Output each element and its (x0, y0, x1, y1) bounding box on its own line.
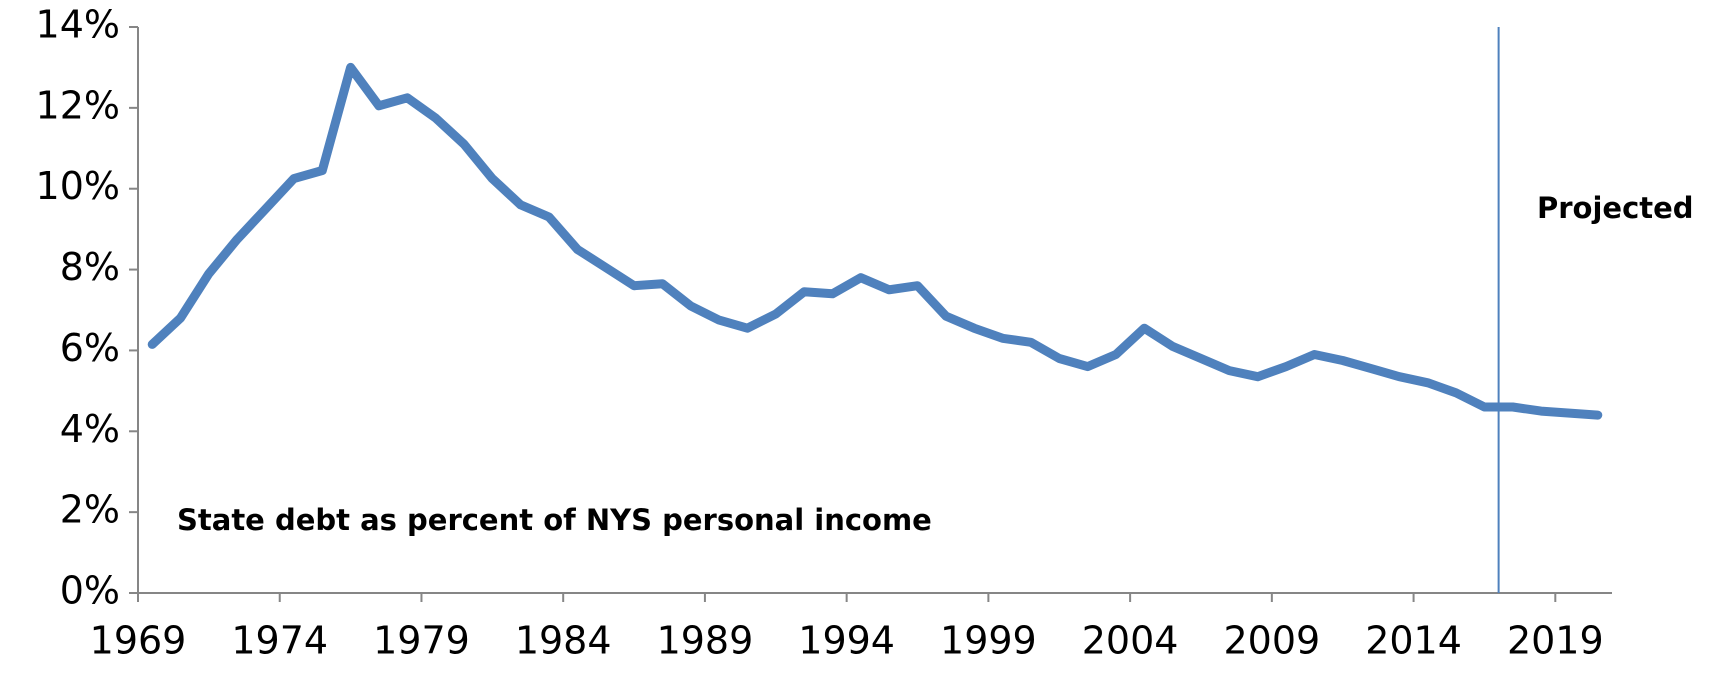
x-tick-label: 1999 (940, 619, 1037, 663)
x-tick-label: 1969 (90, 619, 187, 663)
annotation: State debt as percent of NYS personal in… (177, 503, 932, 537)
y-tick-label: 12% (36, 83, 120, 127)
x-tick-label: 2014 (1365, 619, 1462, 663)
x-tick-label: 1994 (798, 619, 895, 663)
annotation: Projected (1537, 191, 1694, 225)
y-tick-label: 6% (60, 326, 120, 370)
y-tick-label: 8% (60, 245, 120, 289)
y-tick-label: 2% (60, 488, 120, 532)
data-line (147, 62, 1603, 420)
x-tick-label: 1989 (657, 619, 754, 663)
y-tick-label: 14% (36, 3, 120, 47)
x-tick-label: 2004 (1082, 619, 1179, 663)
x-tick-label: 1984 (515, 619, 612, 663)
x-tick-label: 1974 (231, 619, 328, 663)
y-tick-label: 10% (36, 164, 120, 208)
x-tick-label: 1979 (373, 619, 470, 663)
y-tick-label: 0% (60, 569, 120, 613)
x-tick-label: 2019 (1507, 619, 1604, 663)
x-tick-label: 2009 (1223, 619, 1320, 663)
y-tick-label: 4% (60, 407, 120, 451)
